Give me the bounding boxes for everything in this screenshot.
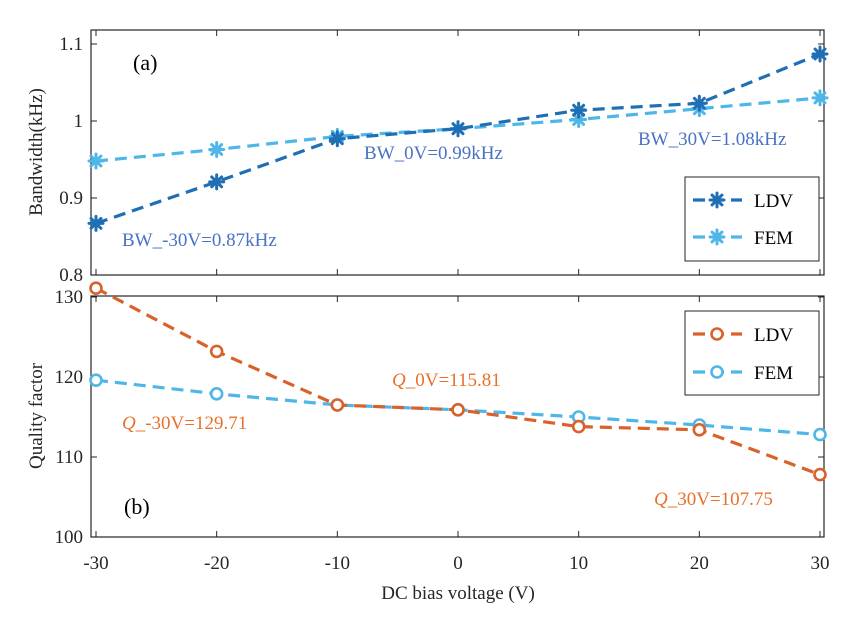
panel-b-ldv-point bbox=[451, 402, 465, 417]
panel-a-ldv-point bbox=[690, 94, 708, 112]
annotation-bw-30: BW_30V=1.08kHz bbox=[638, 129, 786, 150]
panel-bandwidth: 0.8 0.9 1 1.1 (a) Bandwidth(kHz) BW_-30V=0.… bbox=[26, 29, 829, 286]
panel-b-ytick-label: 110 bbox=[55, 447, 83, 468]
panel-a-legend-fem: FEM bbox=[754, 228, 793, 249]
panel-b-fem-point bbox=[813, 427, 827, 442]
panel-b-legend: LDV FEM bbox=[684, 310, 820, 396]
panel-a-legend-ldv-marker bbox=[708, 191, 726, 209]
panel-b-x-ticks: -30 -20 -10 0 10 20 30 bbox=[83, 296, 830, 574]
panel-b-legend-ldv: LDV bbox=[754, 325, 793, 346]
panel-a-ldv-point bbox=[449, 120, 467, 138]
x-axis-label: DC bias voltage (V) bbox=[381, 583, 535, 604]
panel-a-ytick-label: 1.1 bbox=[59, 34, 83, 55]
x-tick-label: 10 bbox=[569, 553, 588, 574]
panel-a-ldv-point bbox=[208, 173, 226, 191]
panel-a-legend-fem-marker bbox=[708, 228, 726, 246]
panel-b-ldv-point bbox=[209, 344, 224, 359]
panel-b-label: (b) bbox=[124, 494, 150, 519]
panel-a-ytick-label: 0.8 bbox=[59, 265, 83, 286]
panel-b-ldv-point bbox=[571, 419, 586, 434]
panel-a-legend-fem-sample bbox=[693, 228, 742, 246]
panel-a-ldv-point bbox=[87, 214, 105, 232]
panel-a-fem-point bbox=[208, 140, 226, 158]
panel-a-legend-ldv: LDV bbox=[754, 191, 793, 212]
panel-a-legend-box bbox=[684, 176, 820, 262]
x-tick-label: 30 bbox=[811, 553, 830, 574]
panel-b-y-ticks: 100 110 120 130 bbox=[55, 287, 824, 548]
x-tick-label: 20 bbox=[690, 553, 709, 574]
panel-quality-factor: 100 110 120 130 -30 -20 -10 0 10 20 30 (b) Qualit… bbox=[26, 281, 830, 604]
panel-b-ldv-point bbox=[89, 281, 103, 296]
panel-a-label: (a) bbox=[133, 50, 157, 75]
panel-a-y-axis-label: Bandwidth(kHz) bbox=[26, 88, 47, 216]
panel-b-legend-fem-sample bbox=[693, 365, 742, 379]
annotation-bw-0: BW_0V=0.99kHz bbox=[364, 143, 503, 164]
annotation-bw-minus30: BW_-30V=0.87kHz bbox=[122, 230, 277, 251]
panel-b-ytick-label: 120 bbox=[55, 367, 84, 388]
panel-b-ldv-point bbox=[692, 422, 707, 437]
panel-a-fem-point bbox=[811, 89, 829, 107]
annotation-q-30: Q_30V=107.75 bbox=[654, 489, 773, 510]
panel-a-series bbox=[87, 45, 829, 232]
annotation-q-0: Q_0V=115.81 bbox=[392, 370, 501, 391]
x-tick-label: -30 bbox=[83, 553, 108, 574]
panel-b-ldv-point bbox=[330, 398, 345, 412]
panel-b-ytick-label: 130 bbox=[55, 287, 84, 308]
panel-a-y-ticks: 0.8 0.9 1 1.1 bbox=[59, 30, 824, 286]
annotation-q-minus30: Q_-30V=129.71 bbox=[122, 413, 247, 434]
panel-a-fem-point bbox=[87, 152, 105, 170]
panel-a-legend: LDV FEM bbox=[684, 176, 820, 262]
panel-b-legend-ldv-sample bbox=[693, 327, 742, 341]
panel-a-ldv-point bbox=[811, 45, 829, 63]
panel-a-ldv-point bbox=[328, 130, 346, 148]
x-tick-label: 0 bbox=[453, 553, 463, 574]
panel-b-legend-ldv-marker bbox=[710, 327, 724, 341]
panel-b-legend-box bbox=[684, 310, 820, 396]
panel-a-ldv-point bbox=[570, 101, 588, 119]
x-tick-label: -20 bbox=[204, 553, 229, 574]
panel-b-legend-fem: FEM bbox=[754, 363, 793, 384]
panel-b-ldv-point bbox=[813, 467, 827, 482]
panel-b-fem-point bbox=[89, 373, 103, 388]
panel-a-ytick-label: 1 bbox=[74, 111, 84, 132]
panel-a-legend-ldv-sample bbox=[693, 191, 742, 209]
panel-b-legend-fem-marker bbox=[710, 365, 724, 379]
panel-b-y-axis-label: Quality factor bbox=[26, 362, 47, 469]
x-tick-label: -10 bbox=[325, 553, 350, 574]
panel-a-ytick-label: 0.9 bbox=[59, 188, 83, 209]
panel-b-series bbox=[89, 281, 827, 482]
panel-b-fem-point bbox=[209, 386, 224, 401]
panel-b-ytick-label: 100 bbox=[55, 527, 84, 548]
